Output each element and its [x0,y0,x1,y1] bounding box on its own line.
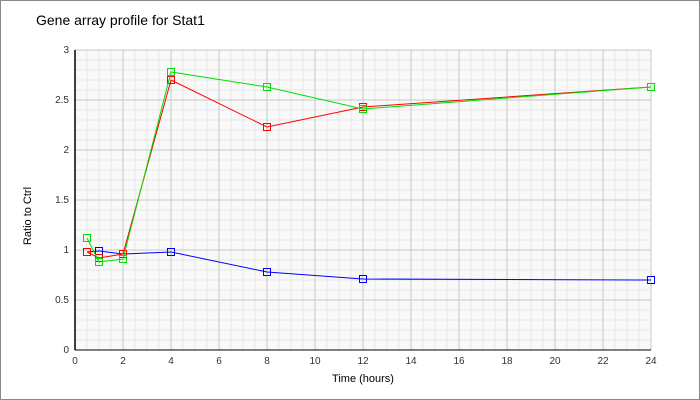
x-tick-label: 10 [309,356,321,367]
x-tick-label: 2 [120,356,126,367]
y-tick-label: 3 [63,45,69,56]
y-tick-label: 2.5 [55,95,69,106]
x-tick-label: 22 [597,356,609,367]
x-axis-label: Time (hours) [332,373,394,385]
series-1-marker [83,248,91,256]
chart-title: Gene array profile for Stat1 [36,12,205,28]
x-tick-label: 18 [501,356,513,367]
x-tick-label: 14 [405,356,417,367]
y-tick-label: 1 [63,245,69,256]
series-2-marker [83,234,91,242]
x-tick-label: 0 [72,356,78,367]
x-tick-label: 20 [549,356,561,367]
y-tick-label: 2 [63,145,69,156]
y-tick-label: 1.5 [55,195,69,206]
series-2-marker [95,258,103,266]
x-tick-label: 24 [645,356,657,367]
series-2-marker [359,105,367,113]
series-2-marker [167,68,175,76]
series-0-marker [647,276,655,284]
series-0-marker [263,268,271,276]
series-1-marker [263,123,271,131]
y-tick-label: 0.5 [55,295,69,306]
x-tick-label: 16 [453,356,465,367]
series-0-marker [359,275,367,283]
x-tick-label: 12 [357,356,369,367]
series-1-marker [167,76,175,84]
series-2-marker [119,255,127,263]
series-line-0 [86,250,652,281]
series-2-marker [647,83,655,91]
series-0-marker [167,248,175,256]
x-tick-label: 4 [168,356,174,367]
series-line-2 [86,71,652,263]
series-2-marker [263,83,271,91]
x-tick-label: 8 [264,356,270,367]
x-tick-label: 6 [216,356,222,367]
y-tick-label: 0 [63,345,69,356]
